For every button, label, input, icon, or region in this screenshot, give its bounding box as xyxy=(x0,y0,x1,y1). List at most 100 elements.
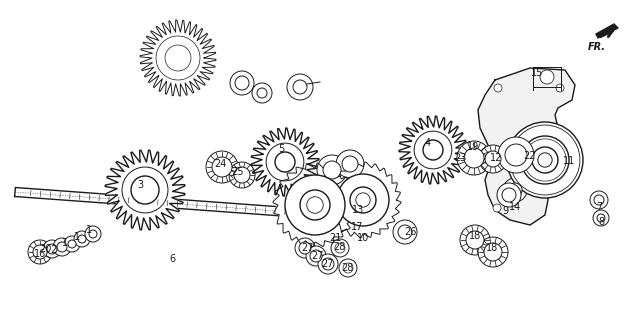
Text: 15: 15 xyxy=(531,68,543,78)
Text: 28: 28 xyxy=(341,263,353,273)
Circle shape xyxy=(497,183,521,207)
Text: 27: 27 xyxy=(321,259,333,269)
Text: 6: 6 xyxy=(169,254,175,264)
Circle shape xyxy=(89,230,97,238)
Circle shape xyxy=(460,225,490,255)
Text: 3: 3 xyxy=(137,180,143,190)
Circle shape xyxy=(252,83,272,103)
Circle shape xyxy=(131,176,159,204)
Circle shape xyxy=(339,259,357,277)
Circle shape xyxy=(464,148,484,168)
Text: 19: 19 xyxy=(467,142,479,152)
Polygon shape xyxy=(399,116,467,184)
Text: 16: 16 xyxy=(34,249,46,259)
Text: 18: 18 xyxy=(469,231,481,241)
Polygon shape xyxy=(251,128,319,196)
Text: 8: 8 xyxy=(598,217,604,227)
Text: 1: 1 xyxy=(86,225,92,235)
Circle shape xyxy=(53,238,71,256)
Text: 28: 28 xyxy=(333,242,345,252)
Circle shape xyxy=(493,204,501,212)
Circle shape xyxy=(85,226,101,242)
Circle shape xyxy=(318,254,338,274)
Text: 26: 26 xyxy=(404,227,416,237)
Circle shape xyxy=(234,167,250,183)
Text: 1: 1 xyxy=(74,232,80,242)
Text: 9: 9 xyxy=(502,206,508,216)
Circle shape xyxy=(510,145,530,165)
Circle shape xyxy=(156,36,200,80)
Circle shape xyxy=(478,237,508,267)
Circle shape xyxy=(502,137,538,173)
Text: 18: 18 xyxy=(486,243,498,253)
Circle shape xyxy=(564,171,572,179)
Circle shape xyxy=(64,236,80,252)
Circle shape xyxy=(322,258,334,270)
Text: 22: 22 xyxy=(523,151,535,161)
Circle shape xyxy=(299,242,311,254)
Text: 11: 11 xyxy=(563,156,575,166)
Circle shape xyxy=(165,45,191,71)
Circle shape xyxy=(485,151,501,167)
Circle shape xyxy=(556,84,564,92)
Circle shape xyxy=(423,140,443,160)
Circle shape xyxy=(502,188,516,202)
Circle shape xyxy=(484,243,502,261)
Text: 20: 20 xyxy=(39,244,51,254)
Circle shape xyxy=(47,244,57,254)
Polygon shape xyxy=(325,162,401,238)
Circle shape xyxy=(206,151,238,183)
Circle shape xyxy=(336,150,364,178)
Circle shape xyxy=(540,70,554,84)
Circle shape xyxy=(275,152,295,172)
Text: FR.: FR. xyxy=(588,42,606,52)
Circle shape xyxy=(300,190,330,220)
Polygon shape xyxy=(273,163,357,247)
Circle shape xyxy=(43,240,61,258)
Circle shape xyxy=(590,191,608,209)
Circle shape xyxy=(393,220,417,244)
Circle shape xyxy=(74,231,90,247)
Circle shape xyxy=(331,239,349,257)
Circle shape xyxy=(68,240,76,248)
Text: 14: 14 xyxy=(509,202,521,212)
Circle shape xyxy=(235,76,249,90)
Circle shape xyxy=(494,84,502,92)
Circle shape xyxy=(505,144,527,166)
Circle shape xyxy=(310,250,322,262)
Polygon shape xyxy=(15,188,330,219)
Circle shape xyxy=(78,235,86,243)
Circle shape xyxy=(323,161,341,179)
Circle shape xyxy=(230,71,254,95)
Bar xyxy=(533,67,561,87)
Text: 13: 13 xyxy=(352,205,364,215)
Circle shape xyxy=(508,183,522,197)
Text: 21: 21 xyxy=(329,233,341,243)
Circle shape xyxy=(498,137,534,173)
Text: 4: 4 xyxy=(425,138,431,148)
Polygon shape xyxy=(140,20,216,96)
Text: 1: 1 xyxy=(62,238,68,248)
Circle shape xyxy=(337,174,389,226)
Polygon shape xyxy=(105,150,185,230)
Circle shape xyxy=(466,231,484,249)
Circle shape xyxy=(507,122,583,198)
Circle shape xyxy=(532,147,558,173)
Circle shape xyxy=(593,210,609,226)
Circle shape xyxy=(350,187,376,213)
Circle shape xyxy=(257,88,267,98)
Circle shape xyxy=(295,238,315,258)
Circle shape xyxy=(479,145,507,173)
Circle shape xyxy=(229,162,255,188)
Circle shape xyxy=(33,245,47,259)
Text: 17: 17 xyxy=(351,222,363,232)
Circle shape xyxy=(597,214,605,222)
Polygon shape xyxy=(596,24,618,38)
Text: 2: 2 xyxy=(50,245,56,255)
Circle shape xyxy=(285,175,345,235)
Circle shape xyxy=(212,157,232,177)
Text: 23: 23 xyxy=(454,153,466,163)
Text: 27: 27 xyxy=(311,251,323,261)
Circle shape xyxy=(306,246,326,266)
Text: 12: 12 xyxy=(490,153,502,163)
